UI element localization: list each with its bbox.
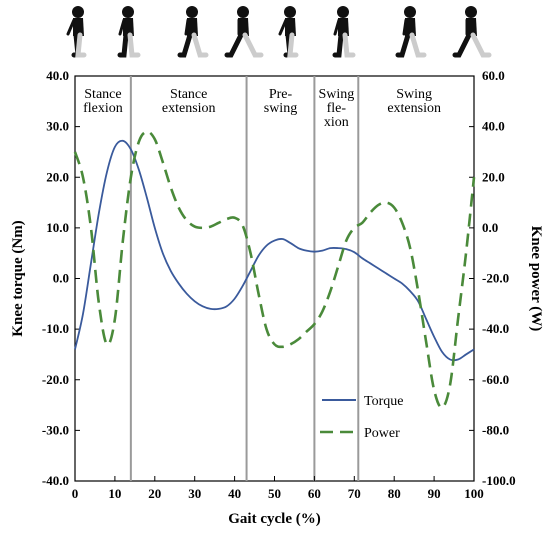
right-y-tick-label: -80.0 [482, 422, 509, 437]
left-y-tick-label: -30.0 [42, 422, 69, 437]
x-tick-label: 40 [228, 486, 241, 501]
x-tick-label: 50 [268, 486, 281, 501]
x-tick-label: 80 [388, 486, 401, 501]
phase-label: Stance flexion [83, 87, 123, 116]
right-y-tick-label: 20.0 [482, 169, 505, 184]
x-tick-label: 30 [188, 486, 201, 501]
legend-power-label: Power [364, 426, 400, 441]
left-y-tick-label: 40.0 [46, 68, 69, 83]
x-tick-label: 90 [428, 486, 441, 501]
walking-figures-illustration [66, 6, 492, 58]
legend-torque-label: Torque [364, 394, 403, 409]
phase-labels: Stance flexion Stance extension Pre-swing Swi… [83, 87, 441, 130]
walker-figure [177, 6, 209, 58]
left-y-tick-label: -20.0 [42, 372, 69, 387]
x-tick-label: 10 [108, 486, 121, 501]
right-y-tick-label: -100.0 [482, 473, 516, 488]
x-tick-label: 20 [148, 486, 161, 501]
right-y-tick-label: 60.0 [482, 68, 505, 83]
phase-label: Pre-swing [264, 87, 297, 116]
x-axis-label: Gait cycle (%) [228, 511, 320, 527]
x-tick-label: 0 [72, 486, 79, 501]
series-line-power [73, 130, 476, 409]
left-y-tick-label: -10.0 [42, 321, 69, 336]
walker-figure [66, 6, 87, 58]
walker-figure [452, 6, 492, 58]
walker-figure [278, 6, 299, 58]
left-y-tick-label: 10.0 [46, 220, 69, 235]
right-y-tick-label: 40.0 [482, 119, 505, 134]
left-y-tick-label: 0.0 [53, 271, 69, 286]
phase-label: Stance extension [162, 87, 216, 116]
walker-figure [395, 6, 427, 58]
left-axis-ticks: -40.0 -30.0 -20.0 -10.0 0.0 10.0 20.0 30.0 40.0 [42, 68, 80, 488]
walker-figure [117, 6, 141, 58]
right-axis-ticks: -100.0 -80.0 -60.0 -40.0 -20.0 0.0 20.0 40.0 60.… [469, 68, 516, 488]
walker-figure [224, 6, 264, 58]
plot-frame [74, 75, 475, 482]
phase-label: Swing fle-xion [318, 87, 354, 130]
phase-label: Swing extension [387, 87, 441, 116]
right-axis-label: Knee power (W) [528, 226, 544, 332]
x-tick-label: 100 [464, 486, 484, 501]
right-y-tick-label: -40.0 [482, 321, 509, 336]
left-y-tick-label: 20.0 [46, 169, 69, 184]
walker-figure [332, 6, 356, 58]
x-tick-label: 70 [348, 486, 361, 501]
left-y-tick-label: -40.0 [42, 473, 69, 488]
left-y-tick-label: 30.0 [46, 119, 69, 134]
right-y-tick-label: -20.0 [482, 271, 509, 286]
legend: Torque Power [320, 394, 403, 441]
series-group [73, 130, 476, 409]
left-axis-label: Knee torque (Nm) [10, 220, 26, 336]
x-tick-label: 60 [308, 486, 321, 501]
right-y-tick-label: -60.0 [482, 372, 509, 387]
phase-boundaries [129, 76, 360, 481]
series-line-torque [74, 139, 475, 362]
right-y-tick-label: 0.0 [482, 220, 498, 235]
x-axis-ticks: 0 10 20 30 40 50 60 70 80 90 100 [72, 476, 484, 501]
